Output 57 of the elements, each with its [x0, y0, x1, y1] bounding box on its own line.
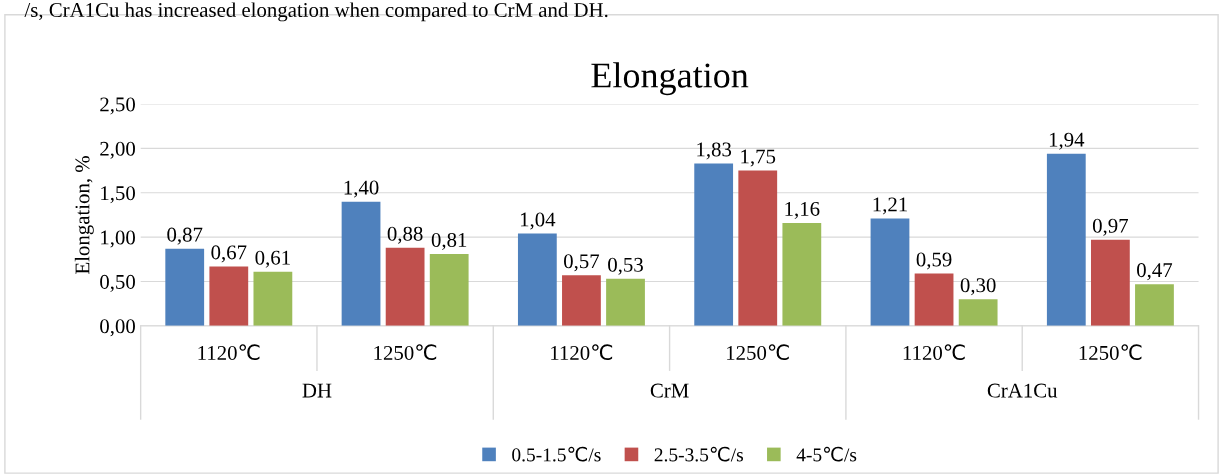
- data-label: 0,87: [167, 227, 203, 245]
- y-tick-label: 2,50: [100, 97, 135, 115]
- data-label: 0,47: [1137, 263, 1173, 281]
- data-label: 1,16: [785, 201, 820, 219]
- text: CrA1Cu: [987, 383, 1058, 398]
- data-label: 1,94: [1049, 132, 1085, 150]
- legend-label: 4-5℃/s: [796, 446, 857, 462]
- x-tick-label: 1250℃: [1079, 344, 1142, 361]
- bar: [1046, 153, 1086, 326]
- data-label: 1,75: [741, 149, 776, 167]
- legend-label: 0.5-1.5℃/s: [512, 446, 601, 462]
- data-label: 1,21: [873, 197, 907, 215]
- y-tick-label: 0,50: [100, 274, 135, 292]
- x-tick-label: 1250℃: [374, 344, 437, 361]
- data-label: 1,40: [344, 180, 379, 198]
- y-axis-title: Elongation, %: [74, 156, 94, 274]
- bar: [1135, 284, 1174, 326]
- bar: [385, 247, 425, 326]
- data-label: 0,81: [431, 232, 467, 250]
- x-tick-label: 1250℃: [727, 344, 789, 361]
- text: /s, CrA1Cu has increased elongation when compared to CrM and DH.: [24, 2, 608, 22]
- x-tick-label: 1120℃: [198, 344, 260, 361]
- y-tick-label: 0,00: [100, 319, 135, 337]
- chart-title: Elongation: [591, 62, 749, 96]
- data-label: 0,97: [1092, 218, 1129, 236]
- bar: [606, 278, 645, 326]
- data-label: 1,83: [697, 142, 732, 160]
- x-tick-label: 1120℃: [551, 344, 613, 361]
- x-tick-label: 1120℃: [903, 344, 965, 361]
- bar: [738, 170, 778, 326]
- data-label: 0,59: [916, 252, 952, 270]
- data-label: 0,30: [960, 278, 996, 296]
- bar: [958, 299, 998, 326]
- data-label: 0,57: [564, 254, 600, 272]
- data-label: 0,61: [255, 250, 290, 268]
- data-label: 0,88: [387, 226, 423, 244]
- bar: [914, 273, 954, 326]
- bar: [870, 218, 910, 326]
- data-label: 0,67: [211, 245, 247, 263]
- bar: [429, 253, 469, 326]
- bar: [209, 266, 249, 326]
- data-label: 1,04: [520, 212, 556, 230]
- bar: [782, 222, 822, 326]
- text: DH: [302, 383, 332, 398]
- legend-label: 2.5-3.5℃/s: [654, 446, 743, 462]
- bar: [517, 233, 557, 326]
- bar: [253, 271, 293, 326]
- bar: [562, 275, 601, 326]
- y-tick-label: 1,50: [101, 186, 135, 204]
- bar: [341, 201, 381, 326]
- y-tick-label: 2,00: [100, 141, 135, 159]
- bar: [165, 248, 205, 326]
- text: CrM: [650, 383, 689, 398]
- bar: [1090, 239, 1130, 326]
- bar: [694, 163, 734, 326]
- data-label: 0,53: [608, 257, 643, 275]
- y-tick-label: 1,00: [101, 230, 135, 248]
